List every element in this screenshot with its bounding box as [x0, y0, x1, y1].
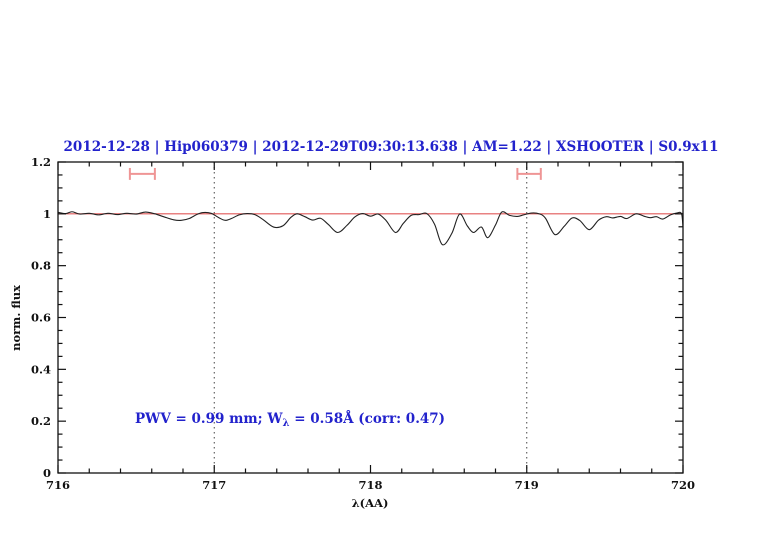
y-tick-label: 1.2 — [31, 155, 51, 169]
pwv-annotation-prefix: PWV = 0.99 mm; W — [135, 411, 283, 427]
y-tick-label: 0 — [43, 466, 51, 480]
ticks-layer — [57, 161, 684, 474]
y-tick-label: 0.6 — [31, 311, 51, 325]
guides-layer — [58, 162, 683, 473]
tick-labels-layer: 716 717 718 719 720 0 0.2 0.4 0.6 0.8 1 1.2 — [31, 155, 695, 492]
y-tick-label: 0.8 — [31, 259, 51, 273]
x-axis-label: λ(AA) — [352, 496, 389, 510]
spectrum-curve — [58, 211, 683, 246]
x-tick-label: 720 — [671, 478, 695, 492]
x-tick-label: 717 — [202, 478, 226, 492]
band-marker — [128, 167, 156, 180]
pwv-annotation-suffix: = 0.58Å (corr: 0.47) — [290, 411, 446, 427]
pwv-annotation: PWV = 0.99 mm; Wλ = 0.58Å (corr: 0.47) — [135, 411, 445, 429]
x-tick-label: 718 — [358, 478, 382, 492]
y-tick-label: 0.4 — [31, 362, 51, 376]
pwv-annotation-lambda-subscript: λ — [283, 418, 290, 429]
y-axis-label: norm. flux — [9, 285, 23, 351]
x-tick-label: 719 — [515, 478, 539, 492]
y-tick-label: 1 — [43, 207, 51, 221]
spectrum-series-layer — [58, 211, 683, 246]
plot-title: 2012-12-28 | Hip060379 | 2012-12-29T09:3… — [64, 139, 719, 155]
x-tick-label: 716 — [46, 478, 70, 492]
y-tick-label: 0.2 — [31, 414, 51, 428]
band-marker — [516, 167, 542, 180]
band-markers-layer — [128, 167, 542, 180]
